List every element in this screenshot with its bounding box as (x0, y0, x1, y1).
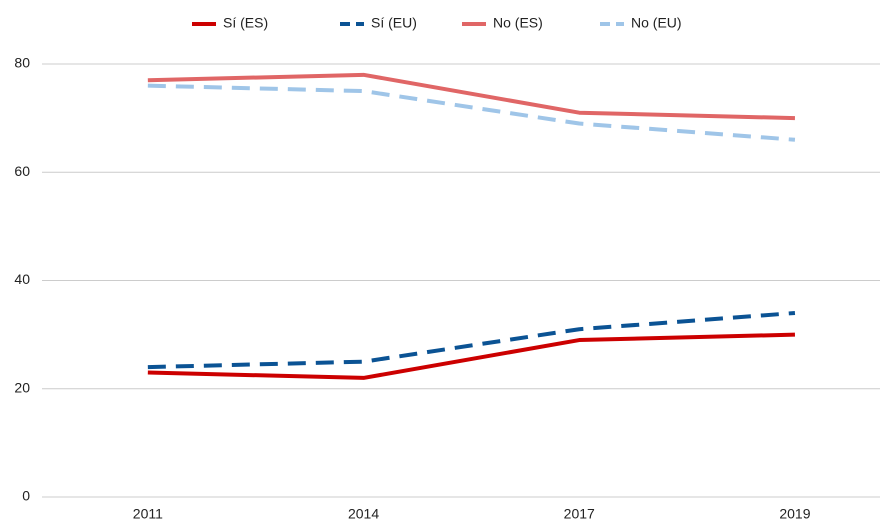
x-tick-label: 2014 (348, 506, 379, 522)
series-line (147, 83, 796, 142)
y-tick-label: 80 (14, 55, 30, 71)
series-line (147, 310, 796, 370)
x-tick-label: 2017 (564, 506, 595, 522)
x-tick-label: 2011 (133, 506, 163, 522)
y-tick-label: 0 (22, 488, 30, 504)
legend-label: Sí (ES) (223, 15, 268, 31)
series-line (147, 332, 796, 380)
x-tick-label: 2019 (779, 506, 810, 522)
y-tick-label: 20 (14, 379, 30, 395)
y-tick-label: 40 (14, 271, 30, 287)
legend-label: No (EU) (631, 15, 682, 31)
series-line (147, 72, 796, 121)
legend-label: Sí (EU) (371, 15, 417, 31)
y-tick-label: 60 (14, 163, 30, 179)
legend-label: No (ES) (493, 15, 543, 31)
